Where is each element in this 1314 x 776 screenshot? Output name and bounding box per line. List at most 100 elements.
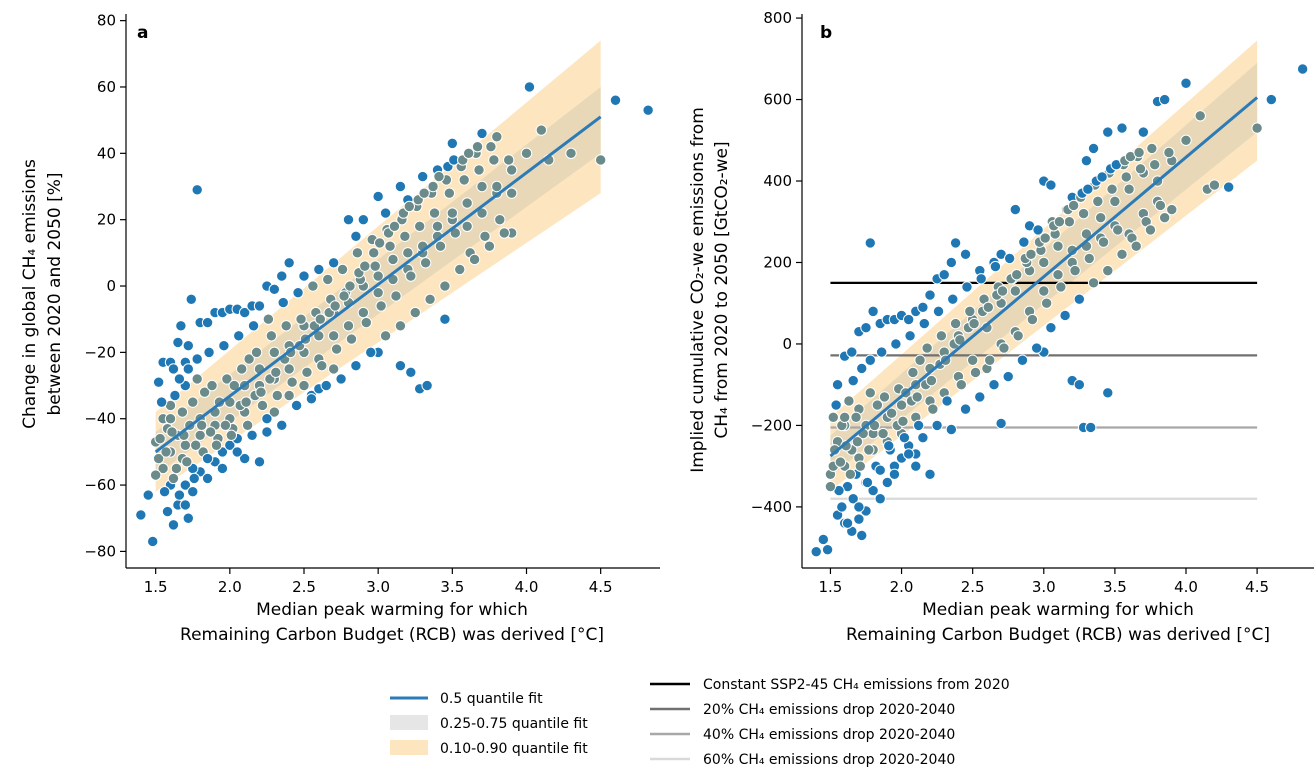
panel-b-point xyxy=(864,354,876,366)
panel-a-point xyxy=(485,140,497,153)
panel-b-point xyxy=(1038,256,1050,269)
panel-b-point xyxy=(856,362,868,375)
panel-a-point xyxy=(195,419,208,432)
panel-a-point xyxy=(173,373,186,385)
panel-b-point xyxy=(924,289,936,301)
panel-a-point xyxy=(434,240,447,252)
panel-b-point xyxy=(1180,77,1192,89)
panel-b-point xyxy=(1116,122,1128,134)
panel-a-point xyxy=(471,140,484,153)
panel-b-point xyxy=(1109,195,1121,208)
panel-b-point xyxy=(871,399,884,411)
panel-b-point xyxy=(1026,313,1039,326)
panel-a-point xyxy=(216,462,229,475)
panel-a-point xyxy=(167,472,180,485)
panel-b-x-tick-label: 2.0 xyxy=(890,578,914,596)
legend-right-label: Constant SSP2-45 CH₄ emissions from 2020 xyxy=(703,677,1010,693)
panel-b-point xyxy=(824,480,837,493)
panel-a-point xyxy=(503,154,515,166)
panel-a-point xyxy=(335,373,347,385)
panel-b-point xyxy=(1194,110,1206,122)
legend-right-label: 40% CH₄ emissions drop 2020-2040 xyxy=(703,727,955,743)
panel-b-point xyxy=(1016,354,1029,366)
panel-b-point xyxy=(1106,183,1118,195)
panel-a-point xyxy=(350,359,362,372)
legend-left-label: 0.5 quantile fit xyxy=(440,691,543,707)
panel-a-point xyxy=(181,456,193,468)
panel-b-axes: 1.5 2.0 2.5 3.0 3.5 4.0 4.5 −400 −200 0 200 400 600 8… xyxy=(751,9,1314,596)
panel-b-letter: b xyxy=(820,23,832,43)
panel-a-point xyxy=(265,330,278,342)
panel-a-xlabel-line2: Remaining Carbon Budget (RCB) was derive… xyxy=(180,625,604,645)
panel-b-point xyxy=(810,546,822,558)
panel-a-point xyxy=(359,260,371,272)
panel-a-point xyxy=(473,164,485,176)
panel-a-point xyxy=(307,280,319,292)
panel-a-point xyxy=(298,379,310,392)
panel-b-point xyxy=(1092,195,1104,208)
panel-b-point xyxy=(875,346,888,358)
panel-a-point xyxy=(261,426,273,438)
panel-b-point xyxy=(1077,207,1090,220)
panel-a-point xyxy=(280,320,292,332)
panel-a-point xyxy=(375,300,387,312)
panel-b-point xyxy=(1116,248,1128,261)
panel-a-point xyxy=(379,207,392,219)
panel-a-point xyxy=(329,300,341,312)
panel-a-point xyxy=(271,389,283,402)
panel-a-point xyxy=(169,389,181,402)
panel-b-xlabel-line1: Median peak warming for which xyxy=(922,600,1194,620)
panel-a-point xyxy=(286,376,298,388)
panel-a-point xyxy=(409,306,421,319)
panel-a-point xyxy=(253,456,266,468)
panel-b-point xyxy=(874,464,886,476)
panel-b-point xyxy=(1096,171,1108,183)
panel-b-point xyxy=(1069,264,1081,277)
panel-b-y-tick-label: 400 xyxy=(763,172,792,190)
panel-a-xlabel-line1: Median peak warming for which xyxy=(256,600,528,620)
panel-b-point xyxy=(907,366,919,379)
panel-b-point xyxy=(1018,236,1030,248)
panel-a-median-fit-line xyxy=(154,115,602,454)
panel-a-point xyxy=(268,406,281,418)
panel-a-point xyxy=(505,187,518,199)
panel-b-point xyxy=(1038,285,1050,297)
panel-b-point xyxy=(863,444,875,456)
panel-b-point xyxy=(846,346,858,358)
panel-b-point xyxy=(917,431,929,444)
panel-a-point xyxy=(403,200,416,213)
legend-right-label: 60% CH₄ emissions drop 2020-2040 xyxy=(703,752,955,768)
panel-a-point xyxy=(461,220,473,233)
panel-a-x-tick-label: 2.0 xyxy=(218,578,242,596)
panel-a-point xyxy=(191,353,203,365)
panel-b-point xyxy=(949,237,962,249)
panel-b-x-tick-label: 3.0 xyxy=(1032,578,1056,596)
panel-b-point xyxy=(878,391,891,403)
panel-b-point xyxy=(1180,134,1192,146)
panel-b-y-tick-label: 800 xyxy=(763,9,792,27)
panel-b-point xyxy=(864,237,876,249)
panel-b-x-tick-label: 1.5 xyxy=(819,578,843,596)
panel-a-point xyxy=(182,363,195,375)
panel-a-point xyxy=(149,469,162,481)
panel-b-point xyxy=(996,285,1009,297)
panel-a-point xyxy=(565,147,577,160)
panel-a-point xyxy=(161,505,174,518)
panel-b-point xyxy=(1102,264,1114,277)
panel-a-point xyxy=(246,429,258,442)
panel-a-point xyxy=(206,379,218,392)
panel-b-point xyxy=(874,493,886,505)
panel-b-point xyxy=(912,419,925,432)
panel-a-point xyxy=(201,316,214,329)
panel-a-point xyxy=(175,320,187,332)
panel-a-point xyxy=(313,263,325,276)
panel-a-point xyxy=(182,340,195,352)
panel-a-point xyxy=(476,180,488,193)
panel-a-point xyxy=(388,220,401,233)
panel-b-point xyxy=(1146,142,1158,155)
panel-b-point xyxy=(885,407,898,419)
panel-a-point xyxy=(402,247,414,259)
panel-a-point xyxy=(322,273,334,286)
panel-a-y-tick-label: 20 xyxy=(97,211,116,229)
